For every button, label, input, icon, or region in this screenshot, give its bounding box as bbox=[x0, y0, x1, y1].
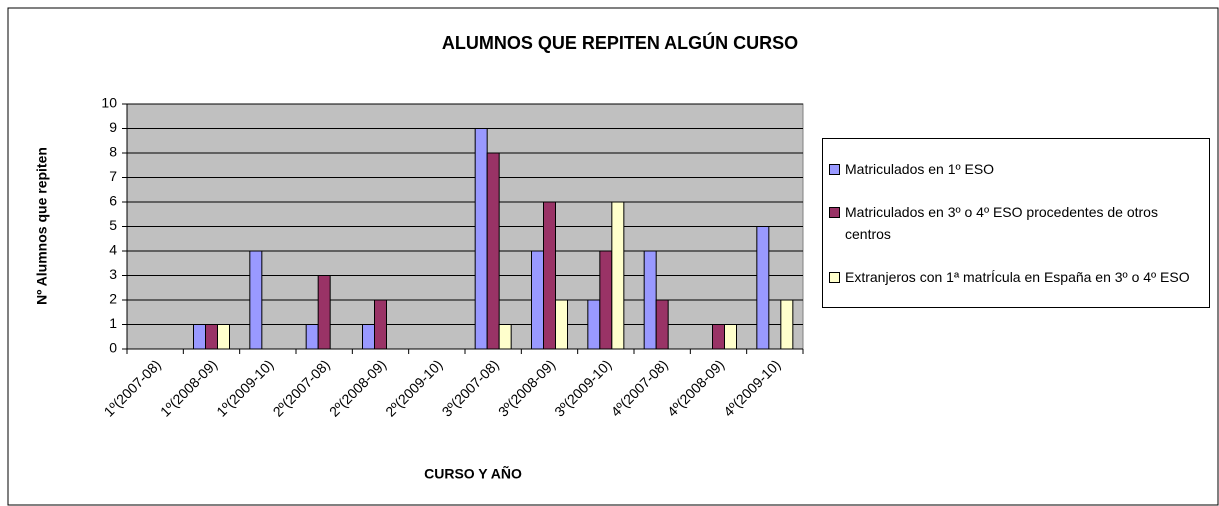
bar bbox=[643, 250, 657, 350]
y-tick-label: 7 bbox=[109, 168, 117, 184]
bar bbox=[374, 299, 387, 350]
legend-label: Matriculados en 3º o 4º ESO procedentes … bbox=[845, 203, 1158, 242]
bar bbox=[587, 299, 601, 350]
y-tick-label: 6 bbox=[109, 193, 117, 209]
y-tick-label: 9 bbox=[109, 119, 117, 135]
y-tick-label: 0 bbox=[109, 340, 117, 356]
legend-swatch bbox=[829, 272, 840, 284]
legend-entry: Extranjeros con 1ª matrÍcula en España e… bbox=[829, 266, 1203, 288]
bar bbox=[555, 299, 568, 350]
bar bbox=[655, 299, 669, 350]
y-tick-label: 2 bbox=[109, 291, 117, 307]
legend-entry: Matriculados en 3º o 4º ESO procedentes … bbox=[829, 201, 1203, 245]
bar bbox=[724, 324, 737, 350]
bar bbox=[599, 250, 613, 350]
bar bbox=[305, 324, 319, 350]
legend-label: Matriculados en 1º ESO bbox=[845, 160, 995, 177]
bar bbox=[317, 275, 331, 350]
legend-swatch bbox=[829, 163, 840, 175]
bar bbox=[611, 201, 625, 350]
y-tick-label: 3 bbox=[109, 266, 117, 282]
bar bbox=[249, 250, 263, 350]
bar bbox=[756, 226, 770, 350]
bar bbox=[474, 128, 488, 350]
bar bbox=[543, 201, 556, 350]
bar bbox=[712, 324, 725, 350]
legend-entry: Matriculados en 1º ESO bbox=[829, 158, 1203, 180]
x-axis-label: CURSO Y AÑO bbox=[424, 465, 522, 482]
y-axis-label: Nº Alumnos que repiten bbox=[34, 147, 50, 305]
bar bbox=[362, 324, 375, 350]
legend: Matriculados en 1º ESO Matriculados en 3º… bbox=[822, 138, 1210, 308]
legend-label: Extranjeros con 1ª matrÍcula en España e… bbox=[845, 269, 1190, 286]
bar bbox=[531, 250, 544, 350]
bar bbox=[780, 299, 794, 350]
bar bbox=[498, 324, 512, 350]
bar bbox=[217, 324, 230, 350]
y-tick-label: 8 bbox=[109, 144, 117, 160]
y-tick-label: 5 bbox=[109, 217, 117, 233]
bar bbox=[486, 152, 500, 350]
y-tick-label: 4 bbox=[109, 242, 117, 258]
bar bbox=[205, 324, 218, 350]
chart-title: ALUMNOS QUE REPITEN ALGÚN CURSO bbox=[442, 32, 798, 53]
y-tick-label: 1 bbox=[109, 315, 117, 331]
y-tick-label: 10 bbox=[101, 95, 117, 111]
bar bbox=[193, 324, 206, 350]
legend-swatch bbox=[829, 206, 840, 218]
